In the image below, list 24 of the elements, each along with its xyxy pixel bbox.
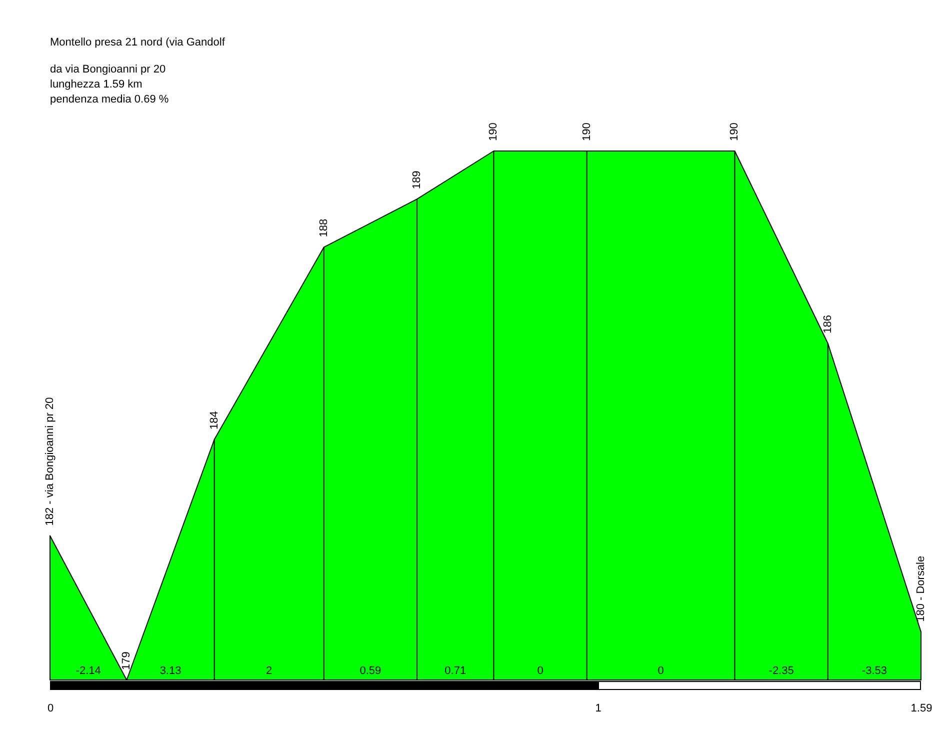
x-tick-label: 1 (595, 702, 602, 714)
annotation: -2.35 (768, 665, 794, 677)
x-tick-label: 0 (47, 702, 54, 714)
annotation: 0 (537, 665, 544, 677)
data-label: 190 (728, 122, 741, 141)
data-label: 189 (411, 170, 424, 190)
chart-subtitle: da via Bongioanni pr 20 lunghezza 1.59 km pendenza media 0.69 % (50, 64, 169, 106)
data-label: 184 (208, 411, 220, 430)
chart-title: Montello presa 21 nord (via Gandolf (50, 36, 226, 49)
data-label: 188 (318, 218, 330, 238)
data-label: 190 (488, 122, 500, 141)
annotation: 0 (658, 665, 664, 677)
data-label: 186 (822, 315, 834, 334)
data-label: 190 (580, 122, 593, 141)
annotation: -2.14 (76, 665, 101, 677)
annotation: 0.71 (444, 665, 466, 677)
annotation: 3.13 (160, 665, 182, 677)
data-label: 182 - via Bongioanni pr 20 (44, 397, 56, 526)
annotation: 0.59 (360, 665, 382, 677)
data-label: 179 (120, 652, 133, 670)
x-tick-label: 1.59 (910, 702, 932, 714)
annotation: 2 (266, 665, 272, 677)
annotation: -3.53 (862, 665, 887, 677)
data-label: 180 - Dorsale (915, 556, 927, 622)
